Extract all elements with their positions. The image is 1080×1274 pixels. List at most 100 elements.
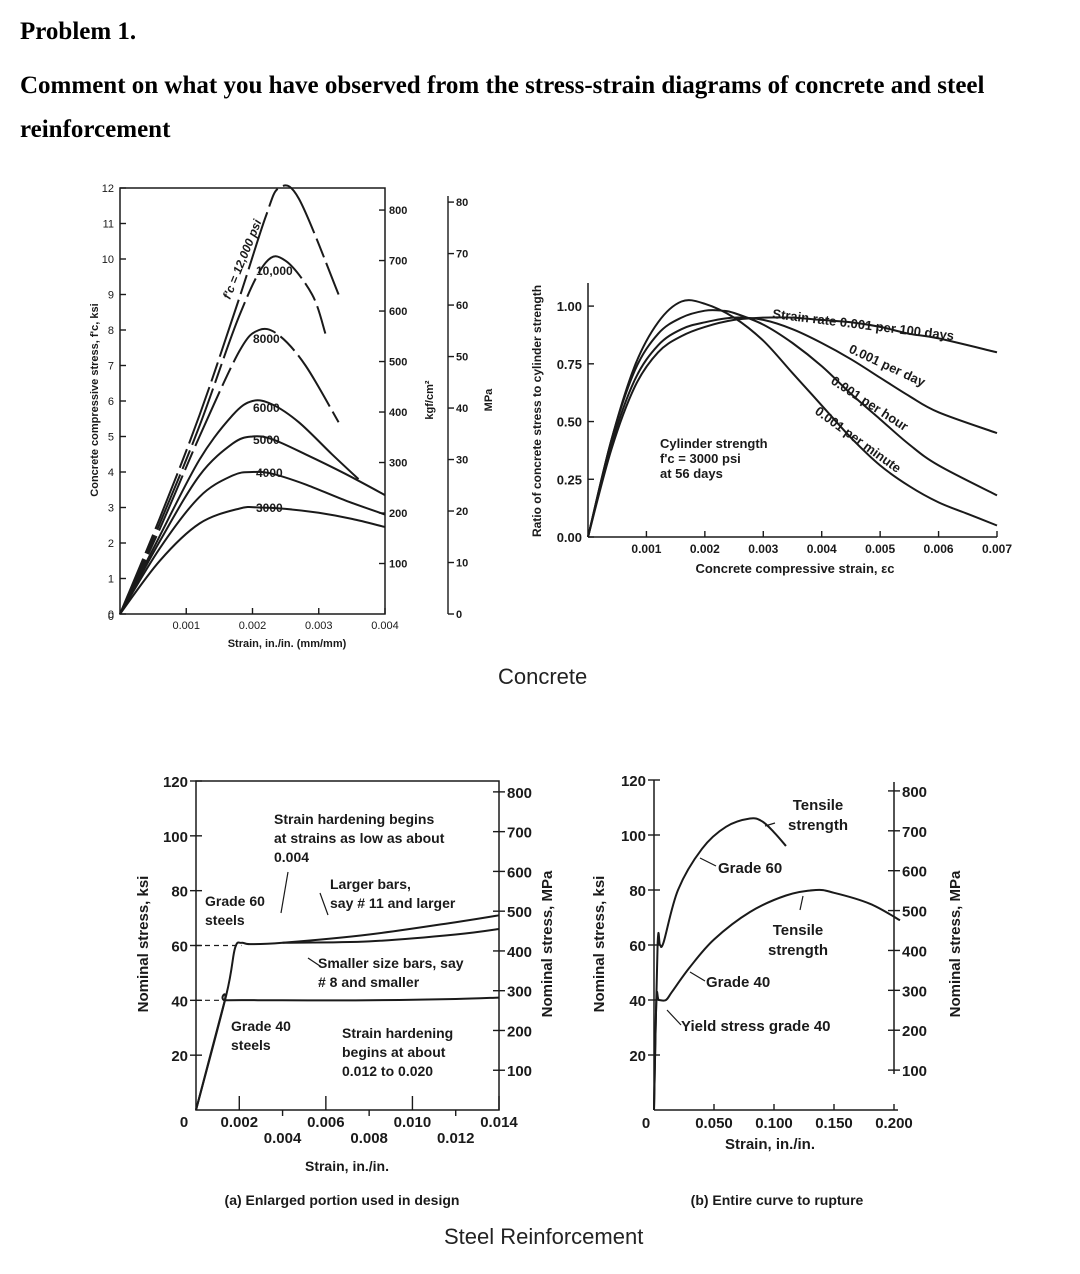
x-tick-label: 0.004: [371, 620, 399, 632]
y2-tick-label: 700: [902, 824, 927, 841]
grade60-label: Grade 60: [718, 860, 782, 877]
x-tick-label: 0.001: [172, 620, 200, 632]
y-tick-label: 0.25: [557, 472, 582, 487]
origin-label: 0: [108, 611, 114, 623]
y-tick-label: 20: [629, 1048, 646, 1065]
y-tick-label: 6: [108, 396, 114, 408]
x-axis-title: Strain, in./in.: [725, 1136, 815, 1153]
y2-tick-label: 300: [389, 458, 407, 470]
larger-bars-note: Larger bars,: [330, 876, 411, 892]
x-tick-label: 0.014: [480, 1114, 518, 1131]
y2-tick-label: 500: [507, 904, 532, 921]
larger-bars-note: say # 11 and larger: [330, 895, 456, 911]
y-tick-label: 0.00: [557, 530, 582, 545]
y-tick-label: 80: [171, 884, 188, 901]
y-tick-label: 7: [108, 361, 114, 373]
y-tick-label: 120: [163, 774, 188, 791]
strain-hardening-high-note: begins at about: [342, 1044, 446, 1060]
yield-stress-40-label: Yield stress grade 40: [681, 1018, 831, 1035]
y-axis-title: Ratio of concrete stress to cylinder str…: [530, 285, 544, 537]
series-line-Grade-60: [653, 817, 787, 1111]
x-axis-title: Strain, in./in. (mm/mm): [228, 638, 347, 650]
y3-tick-label: 50: [456, 352, 468, 364]
strain-hardening-low-note: at strains as low as about: [274, 830, 445, 846]
y-tick-label: 3: [108, 503, 114, 515]
y-tick-label: 100: [163, 829, 188, 846]
series-line-Strain-rate-0.001-per-100-days: [587, 316, 998, 538]
series-line-10000: [119, 255, 327, 615]
tensile-strength-40-note: Tensile: [773, 922, 824, 939]
y-tick-label: 40: [171, 993, 188, 1010]
y-tick-label: 0.75: [557, 357, 582, 372]
x-tick-label: 0.010: [394, 1114, 432, 1131]
y2-axis-title: Nominal stress, MPa: [539, 870, 556, 1017]
y-tick-label: 60: [629, 938, 646, 955]
strain-hardening-low-note: Strain hardening begins: [274, 811, 434, 827]
smaller-bars-note: # 8 and smaller: [318, 974, 420, 990]
grade40-label: Grade 40: [706, 974, 770, 991]
x-tick-label: 0.150: [815, 1115, 853, 1132]
y-axis-title: Nominal stress, ksi: [591, 876, 608, 1013]
y2-tick-label: 200: [902, 1023, 927, 1040]
series-label-3000: 3000: [256, 501, 283, 515]
series-line-Grade-40: [653, 888, 901, 1111]
leader-line: [689, 971, 706, 982]
y-tick-label: 4: [108, 467, 114, 479]
y3-axis-title: MPa: [483, 388, 495, 412]
y-tick-label: 5: [108, 432, 114, 444]
y-tick-label: 0.50: [557, 415, 582, 430]
y-tick-label: 12: [102, 183, 114, 195]
cylinder-strength-note: Cylinder strength: [660, 436, 768, 451]
leader-line: [666, 1009, 682, 1026]
x-tick-label: 0.005: [865, 542, 895, 556]
problem-text: Comment on what you have observed from t…: [20, 72, 985, 143]
x-tick-label: 0.100: [755, 1115, 793, 1132]
y3-tick-label: 10: [456, 558, 468, 570]
x-tick-label: 0.003: [305, 620, 333, 632]
leader-line: [280, 871, 289, 914]
strain-hardening-high-note: Strain hardening: [342, 1025, 453, 1041]
x-tick-label: 0.002: [221, 1114, 259, 1131]
x-tick-label: 0.001: [631, 542, 661, 556]
leader-line: [799, 895, 804, 911]
grade60-note: steels: [205, 912, 245, 928]
series-label-4000: 4000: [256, 466, 283, 480]
y-tick-label: 11: [103, 219, 114, 231]
y2-tick-label: 200: [507, 1023, 532, 1040]
series-line-0.001-per-hour: [587, 309, 998, 538]
grade60-note: Grade 60: [205, 893, 265, 909]
y2-axis-title: kgf/cm²: [424, 380, 436, 419]
y3-tick-label: 0: [456, 609, 462, 621]
x-tick-label: 0.050: [695, 1115, 733, 1132]
y2-tick-label: 300: [902, 983, 927, 1000]
series-label-8000: 8000: [253, 332, 280, 346]
x-tick-label: 0.200: [875, 1115, 913, 1132]
x-tick-label: 0.004: [264, 1130, 302, 1147]
y-tick-label: 8: [108, 325, 114, 337]
series-label-100-days: Strain rate 0.001 per 100 days: [772, 306, 955, 343]
y2-tick-label: 600: [902, 864, 927, 881]
smaller-bars-note: Smaller size bars, say: [318, 955, 464, 971]
y3-tick-label: 70: [456, 249, 468, 261]
leader-line: [764, 822, 776, 827]
y-tick-label: 10: [102, 254, 114, 266]
series-line-6000: [119, 399, 360, 615]
x-tick-label: 0.002: [690, 542, 720, 556]
origin-label: 0: [642, 1115, 650, 1132]
y2-tick-label: 100: [389, 559, 407, 571]
x-tick-label: 0.006: [307, 1114, 345, 1131]
grade40-note: Grade 40: [231, 1018, 291, 1034]
y-tick-label: 2: [108, 538, 114, 550]
series-line-3000: [119, 506, 386, 615]
y-axis-title: Concrete compressive stress, f'c, ksi: [89, 303, 101, 496]
y3-tick-label: 40: [456, 403, 468, 415]
series-label-5000: 5000: [253, 433, 280, 447]
leader-line: [307, 957, 321, 967]
series-label-10000: 10,000: [256, 264, 293, 278]
grade40-note: steels: [231, 1037, 271, 1053]
series-line-0.001-per-day: [587, 316, 998, 538]
series-label-6000: 6000: [253, 401, 280, 415]
y2-axis-title: Nominal stress, MPa: [947, 870, 964, 1017]
y2-tick-label: 800: [389, 205, 407, 217]
